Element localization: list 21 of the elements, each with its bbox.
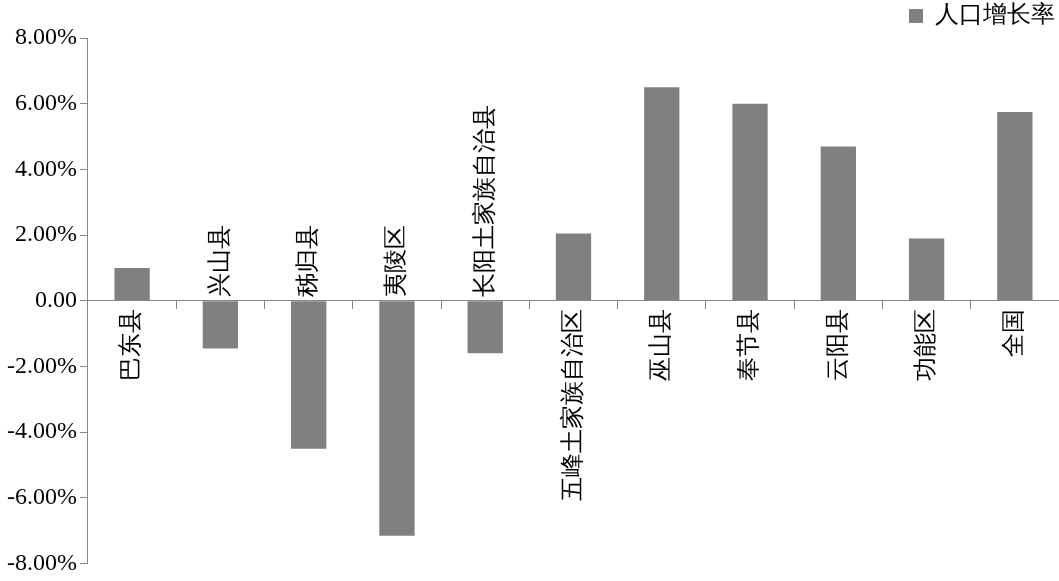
x-tick-label: 巫山县 — [647, 308, 674, 381]
legend-label: 人口增长率 — [935, 1, 1055, 28]
y-tick-label: 2.00% — [14, 220, 77, 247]
x-tick-label: 夷陵区 — [382, 224, 409, 297]
x-tick-label: 云阳县 — [823, 308, 850, 381]
x-tick-label: 五峰土家族自治区 — [558, 308, 585, 501]
x-tick-label: 兴山县 — [205, 224, 232, 297]
y-tick-label: -6.00% — [7, 483, 77, 510]
y-tick-label: -4.00% — [7, 417, 77, 444]
x-tick-label: 巴东县 — [117, 308, 144, 381]
y-tick-label: 0.00 — [34, 286, 77, 313]
x-tick-label: 秭归县 — [293, 224, 320, 297]
x-tick-label: 奉节县 — [735, 308, 762, 381]
y-tick-label: 8.00% — [14, 23, 77, 50]
y-tick-label: 4.00% — [14, 154, 77, 181]
y-tick-label: 6.00% — [14, 89, 77, 115]
x-tick-label: 功能区 — [911, 308, 938, 381]
y-tick-label: -2.00% — [7, 351, 77, 378]
x-tick-label: 全国 — [1000, 308, 1027, 357]
y-tick-label: -8.00% — [7, 548, 77, 575]
x-tick-label: 长阳土家族自治县 — [470, 104, 497, 297]
